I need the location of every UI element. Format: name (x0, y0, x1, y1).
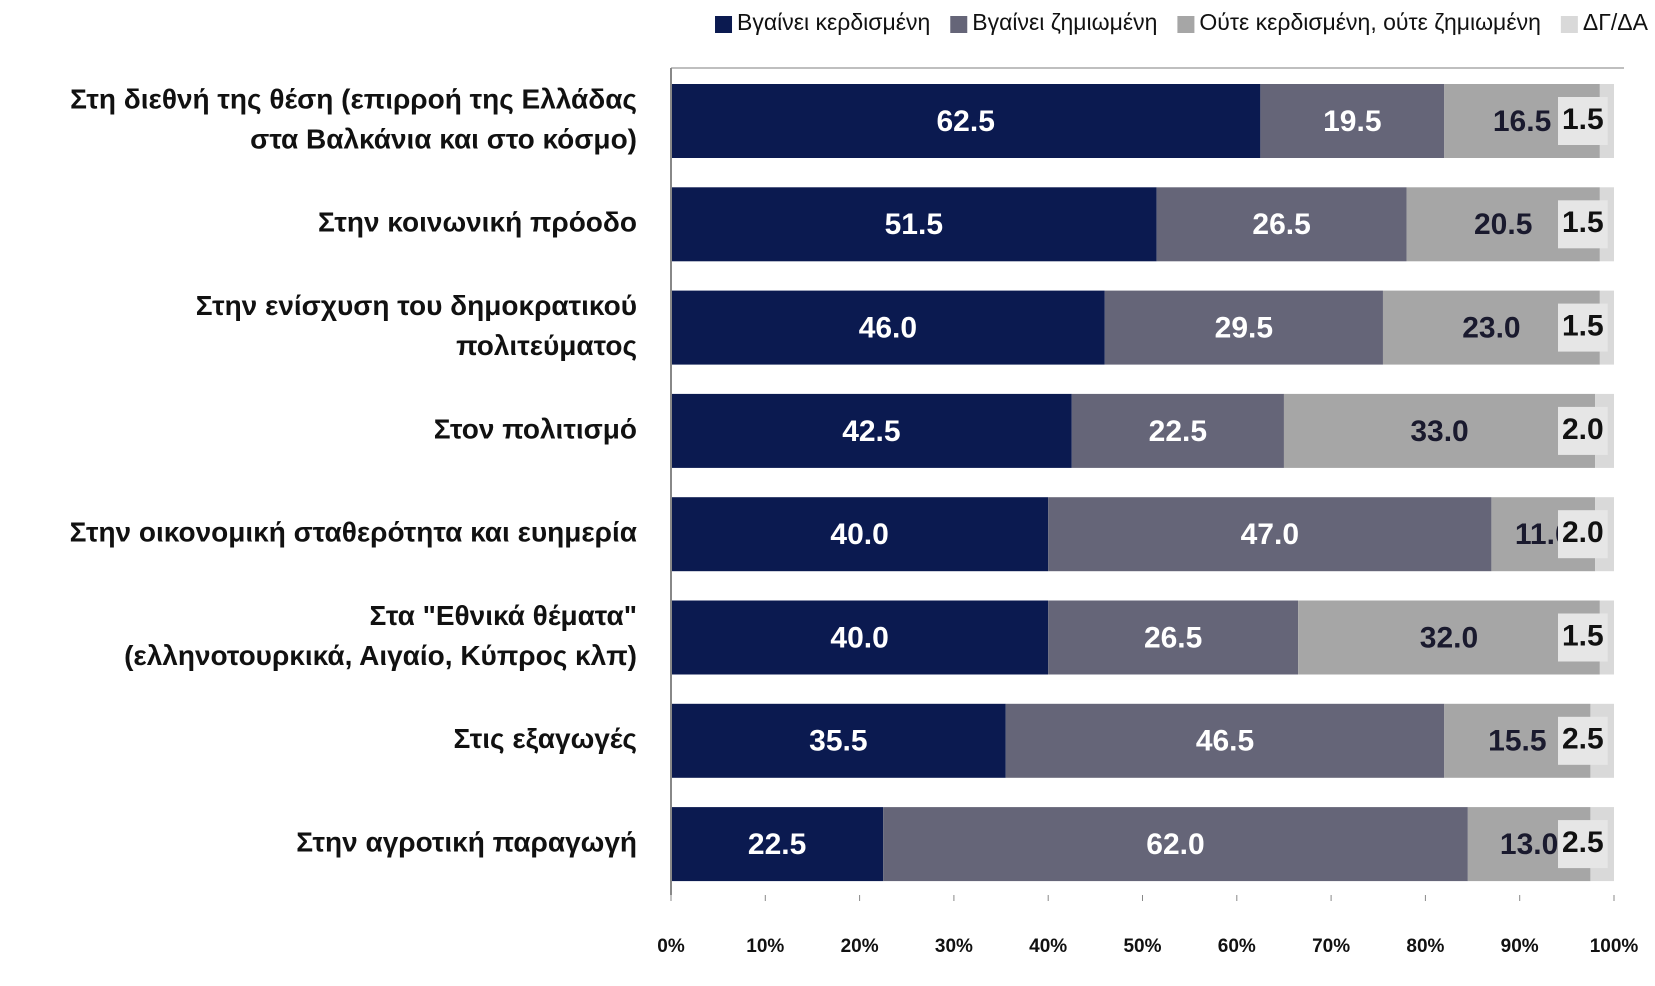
value-label: 2.0 (1562, 413, 1604, 446)
category-label: στα Βαλκάνια και στο κόσμο) (250, 123, 637, 154)
value-label: 26.5 (1144, 621, 1202, 654)
value-label: 20.5 (1474, 208, 1532, 241)
legend-label: Βγαίνει κερδισμένη (737, 9, 930, 35)
value-label-box (1558, 406, 1608, 455)
x-tick-label: 60% (1218, 936, 1256, 957)
value-label-box (1558, 303, 1608, 352)
category-label: Στην κοινωνική πρόοδο (318, 207, 637, 238)
legend-swatch (950, 16, 968, 33)
bar-segment (671, 393, 1072, 468)
value-label: 22.5 (1149, 415, 1207, 448)
value-label: 1.5 (1562, 103, 1604, 136)
value-label: 22.5 (748, 828, 806, 861)
value-label: 2.5 (1562, 723, 1604, 756)
value-label: 15.5 (1488, 725, 1546, 758)
category-label: Στη διεθνή της θέση (επιρροή της Ελλάδας (70, 83, 637, 114)
legend-label: Βγαίνει ζημιωμένη (972, 9, 1157, 35)
value-label-box (1558, 510, 1608, 559)
value-label-box (1558, 716, 1608, 765)
value-label: 1.5 (1562, 619, 1604, 652)
x-tick-label: 10% (746, 936, 784, 957)
value-label: 2.0 (1562, 516, 1604, 549)
bar-segment (1298, 600, 1600, 675)
x-tick-label: 100% (1590, 936, 1639, 957)
legend-swatch (715, 16, 733, 33)
legend-label: Ούτε κερδισμένη, ούτε ζημιωμένη (1199, 9, 1540, 35)
bar-segment (671, 703, 1006, 778)
bar-segment (1048, 600, 1299, 675)
bar-segment (1104, 290, 1383, 365)
value-label: 19.5 (1323, 105, 1381, 138)
value-label: 26.5 (1252, 208, 1310, 241)
legend-swatch (1560, 16, 1578, 33)
value-label: 35.5 (809, 725, 867, 758)
bar-segment (671, 600, 1049, 675)
bar-segment (1071, 393, 1284, 468)
value-label: 13.0 (1500, 828, 1558, 861)
bar-segment (1283, 393, 1596, 468)
value-label: 46.5 (1196, 725, 1254, 758)
value-label: 40.0 (830, 621, 888, 654)
value-label: 47.0 (1241, 518, 1299, 551)
value-label: 46.0 (859, 312, 917, 345)
value-label: 1.5 (1562, 206, 1604, 239)
x-tick-label: 20% (841, 936, 879, 957)
bar-segment (1005, 703, 1445, 778)
bar-segment (671, 807, 884, 882)
category-label: Στα "Εθνικά θέματα" (370, 600, 637, 631)
value-label: 33.0 (1410, 415, 1468, 448)
x-tick-label: 90% (1501, 936, 1539, 957)
value-label: 1.5 (1562, 310, 1604, 343)
bar-segment (671, 187, 1157, 262)
value-label-box (1558, 97, 1608, 145)
category-label: (ελληνοτουρκικά, Αιγαίο, Κύπρος κλπ) (124, 640, 637, 671)
value-label: 2.5 (1562, 826, 1604, 859)
category-label: Στις εξαγωγές (453, 723, 637, 754)
value-label: 62.5 (936, 105, 994, 138)
value-label-box (1558, 820, 1608, 869)
x-tick-label: 0% (657, 936, 685, 957)
value-label: 42.5 (842, 415, 900, 448)
category-label: Στην αγροτική παραγωγή (296, 826, 637, 857)
value-label-box (1558, 200, 1608, 249)
legend-label: ΔΓ/ΔΑ (1583, 9, 1649, 35)
category-label: πολιτεύματος (456, 330, 637, 361)
value-label: 32.0 (1420, 621, 1478, 654)
category-label: Στον πολιτισμό (434, 413, 637, 444)
bar-segment (671, 497, 1049, 572)
value-label: 40.0 (830, 518, 888, 551)
x-tick-label: 30% (935, 936, 973, 957)
value-label: 29.5 (1215, 312, 1273, 345)
bar-segment (671, 84, 1261, 158)
value-label: 51.5 (885, 208, 943, 241)
x-tick-label: 50% (1123, 936, 1161, 957)
x-tick-label: 40% (1029, 936, 1067, 957)
category-label: Στην οικονομική σταθερότητα και ευημερία (70, 517, 637, 548)
x-tick-label: 70% (1312, 936, 1350, 957)
bar-segment (1048, 497, 1492, 572)
bar-segment (1156, 187, 1407, 262)
value-label: 16.5 (1493, 105, 1551, 138)
category-label: Στην ενίσχυση του δημοκρατικού (196, 290, 637, 321)
x-tick-label: 80% (1406, 936, 1444, 957)
bar-segment (1260, 84, 1445, 158)
legend-swatch (1177, 16, 1195, 33)
value-label-box (1558, 613, 1608, 662)
value-label: 23.0 (1462, 312, 1520, 345)
bar-segment (671, 290, 1105, 365)
bar-segment (883, 807, 1468, 882)
value-label: 62.0 (1146, 828, 1204, 861)
